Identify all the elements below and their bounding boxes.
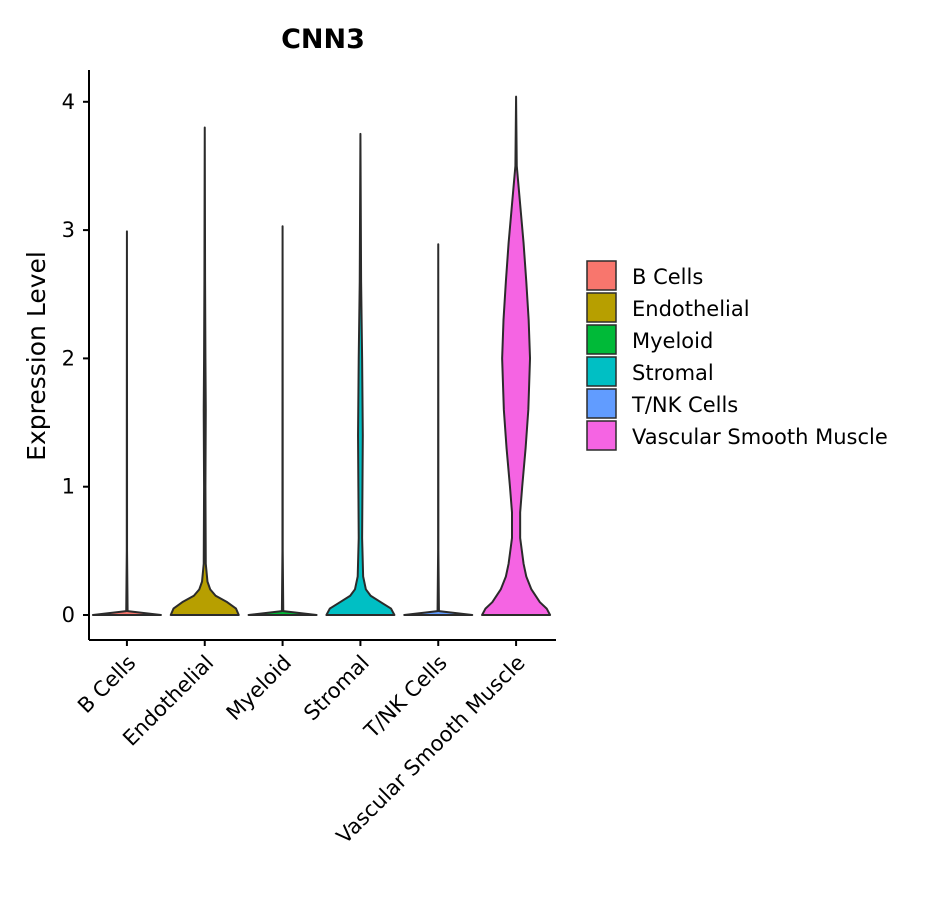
legend-label-vascular-smooth-muscle: Vascular Smooth Muscle: [632, 425, 888, 449]
legend-swatch-b-cells: [586, 260, 617, 291]
legend-label-stromal: Stromal: [632, 361, 714, 385]
x-tick-label-myeloid: Myeloid: [222, 651, 296, 725]
violin-myeloid: [247, 225, 318, 616]
legend-swatch-stromal: [586, 356, 617, 387]
legend-label-endothelial: Endothelial: [632, 297, 750, 321]
legend-label-myeloid: Myeloid: [632, 329, 713, 353]
violin-endothelial: [169, 126, 240, 616]
legend-label-t-nk-cells: T/NK Cells: [631, 393, 738, 417]
legend-swatch-vascular-smooth-muscle: [586, 420, 617, 451]
y-axis-label: Expression Level: [22, 251, 51, 461]
y-tick-label: 0: [62, 603, 75, 627]
y-tick-label: 1: [62, 475, 75, 499]
legend-swatch-myeloid: [586, 324, 617, 355]
violin-t-nk-cells: [403, 243, 474, 616]
legend-label-b-cells: B Cells: [632, 265, 703, 289]
violin-vascular-smooth-muscle: [481, 95, 552, 616]
y-tick-label: 2: [62, 346, 75, 370]
legend-swatch-t-nk-cells: [586, 388, 617, 419]
legend: B Cells Endothelial Myeloid Stromal T/NK Cel…: [586, 260, 888, 451]
x-tick-label-stromal: Stromal: [299, 651, 374, 726]
y-tick-label: 3: [62, 218, 75, 242]
chart-title: CNN3: [281, 24, 365, 55]
x-tick-label-b-cells: B Cells: [73, 651, 140, 718]
violin-b-cells: [91, 230, 162, 616]
y-tick-label: 4: [62, 90, 75, 114]
violin-stromal: [325, 132, 396, 616]
legend-swatch-endothelial: [586, 292, 617, 323]
